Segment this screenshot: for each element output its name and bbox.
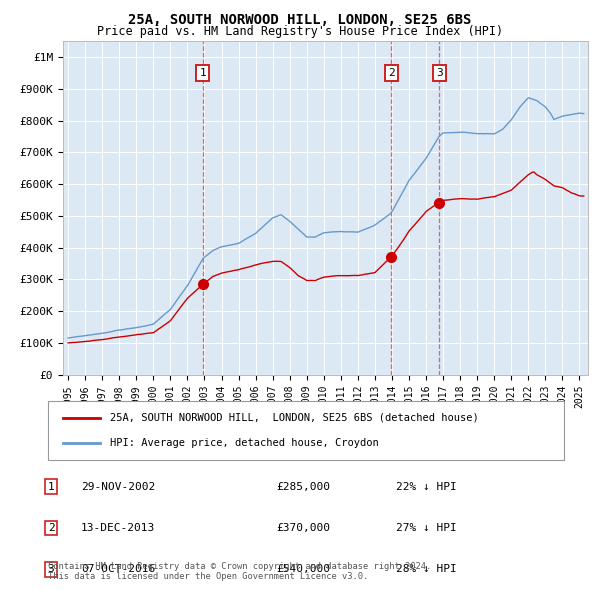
Text: 1: 1: [200, 68, 206, 78]
Text: 13-DEC-2013: 13-DEC-2013: [81, 523, 155, 533]
Text: 28% ↓ HPI: 28% ↓ HPI: [396, 565, 457, 574]
Text: 22% ↓ HPI: 22% ↓ HPI: [396, 482, 457, 491]
Text: £540,000: £540,000: [276, 565, 330, 574]
FancyBboxPatch shape: [48, 401, 564, 460]
Text: 1: 1: [47, 482, 55, 491]
Text: 2: 2: [47, 523, 55, 533]
Text: 3: 3: [47, 565, 55, 574]
Text: 25A, SOUTH NORWOOD HILL,  LONDON, SE25 6BS (detached house): 25A, SOUTH NORWOOD HILL, LONDON, SE25 6B…: [110, 413, 479, 422]
Text: HPI: Average price, detached house, Croydon: HPI: Average price, detached house, Croy…: [110, 438, 379, 447]
Text: £285,000: £285,000: [276, 482, 330, 491]
Text: 29-NOV-2002: 29-NOV-2002: [81, 482, 155, 491]
Text: 25A, SOUTH NORWOOD HILL, LONDON, SE25 6BS: 25A, SOUTH NORWOOD HILL, LONDON, SE25 6B…: [128, 13, 472, 27]
Text: 07-OCT-2016: 07-OCT-2016: [81, 565, 155, 574]
Text: 3: 3: [436, 68, 443, 78]
Text: Price paid vs. HM Land Registry's House Price Index (HPI): Price paid vs. HM Land Registry's House …: [97, 25, 503, 38]
Text: 2: 2: [388, 68, 394, 78]
Text: 27% ↓ HPI: 27% ↓ HPI: [396, 523, 457, 533]
Text: £370,000: £370,000: [276, 523, 330, 533]
Text: Contains HM Land Registry data © Crown copyright and database right 2024.
This d: Contains HM Land Registry data © Crown c…: [48, 562, 431, 581]
